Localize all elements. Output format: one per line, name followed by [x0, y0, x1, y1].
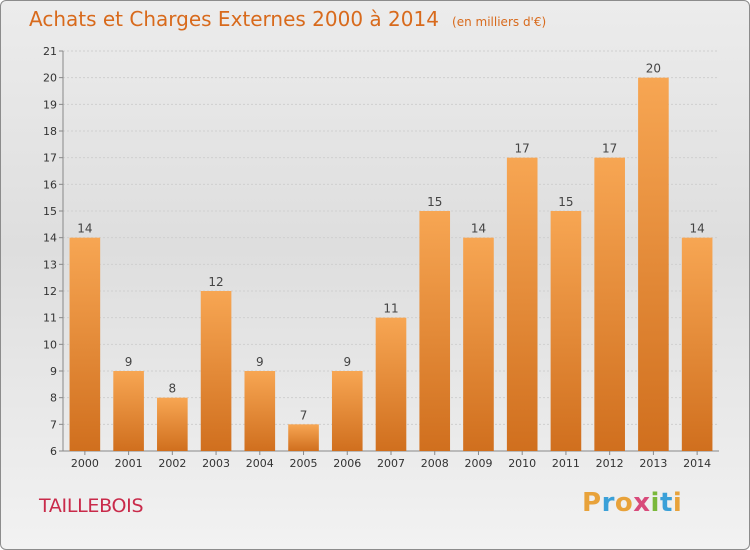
y-tick-label: 12	[43, 285, 57, 298]
y-tick-label: 18	[43, 125, 57, 138]
x-tick-label: 2012	[596, 457, 624, 470]
x-tick-label: 2010	[508, 457, 536, 470]
y-tick-label: 15	[43, 205, 57, 218]
x-tick-label: 2006	[333, 457, 361, 470]
x-tick-label: 2002	[158, 457, 186, 470]
logo-letter: t	[659, 488, 673, 518]
y-tick-label: 13	[43, 258, 57, 271]
bar	[419, 211, 451, 451]
x-tick-label: 2008	[421, 457, 449, 470]
bar	[288, 424, 319, 451]
y-tick-label: 9	[50, 365, 57, 378]
y-tick-label: 8	[50, 392, 57, 405]
data-label: 9	[125, 355, 133, 369]
data-label: 9	[343, 355, 351, 369]
logo-letter: r	[601, 488, 615, 518]
logo-letter: i	[650, 488, 660, 518]
y-tick-label: 6	[50, 445, 57, 458]
chart-title: Achats et Charges Externes 2000 à 2014	[29, 7, 439, 31]
data-label: 8	[169, 382, 177, 396]
y-tick-label: 10	[43, 338, 57, 351]
bar	[506, 157, 538, 451]
logo-letter: i	[672, 488, 683, 518]
y-tick-label: 14	[43, 232, 57, 245]
bar	[244, 371, 276, 451]
data-label: 15	[558, 195, 573, 209]
x-tick-label: 2003	[202, 457, 230, 470]
y-tick-label: 16	[43, 178, 57, 191]
x-tick-label: 2000	[71, 457, 99, 470]
x-tick-label: 2013	[639, 457, 667, 470]
bar	[157, 397, 188, 451]
y-tick-label: 19	[43, 98, 57, 111]
data-label: 14	[77, 222, 92, 236]
proxiti-logo: Proxiti	[582, 488, 682, 518]
bar	[638, 77, 669, 452]
data-label: 17	[515, 142, 530, 156]
y-tick-label: 21	[43, 45, 57, 58]
data-label: 17	[602, 142, 617, 156]
x-tick-label: 2007	[377, 457, 405, 470]
x-tick-label: 2011	[552, 457, 580, 470]
town-name: TAILLEBOIS	[39, 495, 144, 517]
x-tick-label: 2009	[464, 457, 492, 470]
data-label: 14	[689, 222, 704, 236]
y-tick-label: 7	[50, 418, 57, 431]
y-tick-label: 11	[43, 312, 57, 325]
bar	[69, 237, 101, 451]
data-label: 7	[300, 408, 308, 422]
x-tick-label: 2005	[290, 457, 318, 470]
bars	[69, 77, 713, 452]
bar	[681, 237, 713, 451]
logo-letter: P	[582, 488, 602, 518]
x-tick-label: 2001	[115, 457, 143, 470]
bar	[375, 317, 407, 451]
data-label: 12	[208, 275, 223, 289]
chart-title-block: Achats et Charges Externes 2000 à 2014 (…	[29, 7, 546, 31]
bar	[200, 291, 232, 451]
bar	[331, 371, 363, 451]
chart-subtitle: (en milliers d'€)	[452, 15, 547, 29]
bar	[113, 371, 144, 451]
logo-letter: x	[633, 488, 651, 518]
y-tick-label: 17	[43, 152, 57, 165]
data-label: 20	[646, 62, 661, 76]
data-label: 14	[471, 222, 486, 236]
x-tick-label: 2004	[246, 457, 274, 470]
data-label: 11	[383, 302, 398, 316]
data-label: 15	[427, 195, 442, 209]
labels: 6 7 8 9 10 11 12 13 14 15 16 17 18 19 20 21 14 2000 9 2001 8…	[43, 45, 711, 470]
bar	[594, 157, 625, 451]
data-label: 9	[256, 355, 264, 369]
bar	[550, 211, 582, 451]
bar	[463, 237, 494, 451]
logo-letter: o	[614, 488, 634, 518]
x-tick-label: 2014	[683, 457, 711, 470]
y-tick-label: 20	[43, 72, 57, 85]
